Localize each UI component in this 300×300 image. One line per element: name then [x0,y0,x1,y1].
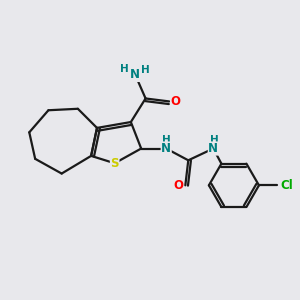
Text: N: N [130,68,140,81]
Text: O: O [173,179,183,192]
Text: S: S [110,157,119,170]
Text: H: H [162,135,171,145]
Text: O: O [171,95,181,108]
Text: H: H [120,64,128,74]
Text: N: N [208,142,218,155]
Text: Cl: Cl [280,179,293,192]
Text: N: N [161,142,171,155]
Text: H: H [141,65,150,76]
Text: H: H [209,135,218,145]
